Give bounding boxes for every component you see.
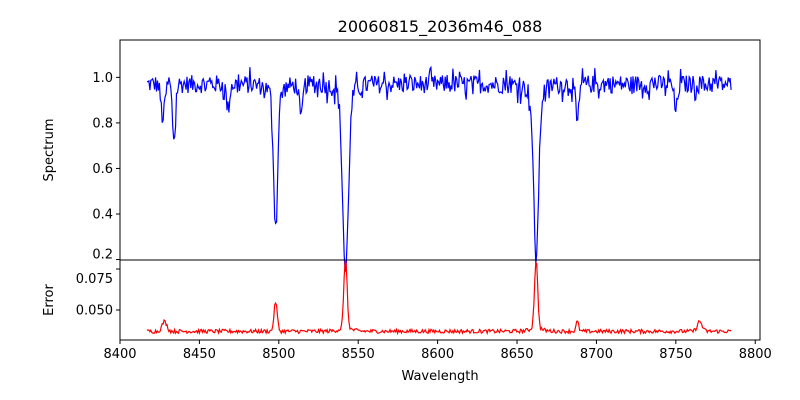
x-tick-label: 8550: [342, 347, 375, 362]
y-tick-label: 1.0: [92, 71, 113, 86]
y-axis-label-spectrum: Spectrum: [42, 119, 57, 182]
y-axis-label-error: Error: [42, 284, 57, 316]
y-tick-label: 0.6: [92, 162, 113, 177]
y-tick-label: 0.050: [76, 304, 113, 319]
y-tick-label: 0.075: [76, 272, 113, 287]
error-axes-frame: [119, 259, 761, 341]
x-tick-label: 8400: [103, 347, 136, 362]
x-tick-label: 8750: [659, 347, 692, 362]
y-tick-label: 0.4: [92, 207, 113, 222]
spectrum-axes-frame: [119, 39, 761, 261]
x-tick-label: 8600: [421, 347, 454, 362]
x-tick-label: 8450: [183, 347, 216, 362]
spectrum-line: [146, 65, 732, 272]
y-tick-label: 0.8: [92, 116, 113, 131]
x-tick-label: 8800: [739, 347, 772, 362]
x-tick-label: 8700: [580, 347, 613, 362]
x-tick-label: 8650: [500, 347, 533, 362]
chart-title: 20060815_2036m46_088: [338, 17, 543, 37]
x-tick-label: 8500: [262, 347, 295, 362]
y-tick-label: 0.2: [92, 248, 113, 263]
error-line: [146, 260, 732, 336]
x-axis-label: Wavelength: [401, 369, 478, 384]
